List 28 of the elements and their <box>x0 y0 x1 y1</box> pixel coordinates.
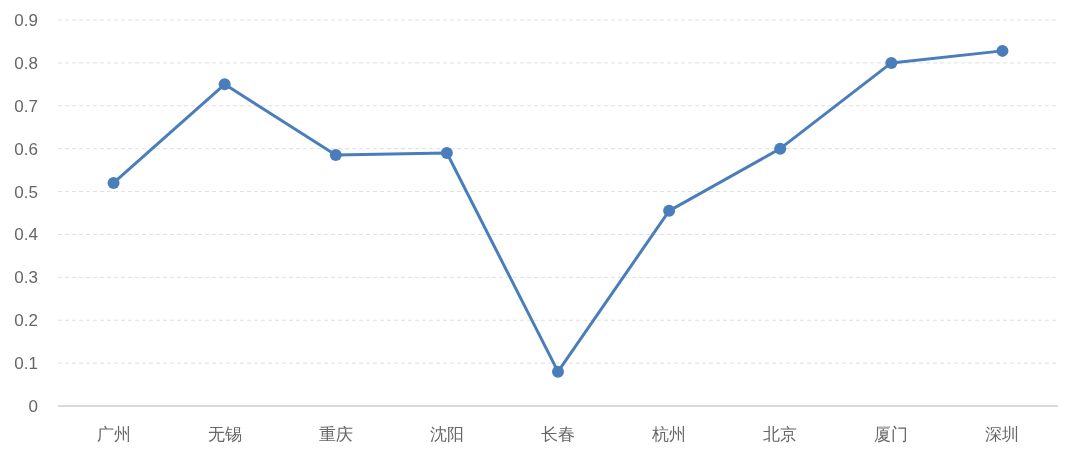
y-tick-label: 0.9 <box>14 11 38 30</box>
y-tick-label: 0.3 <box>14 268 38 288</box>
x-tick-label: 北京 <box>763 425 798 444</box>
point <box>218 78 231 91</box>
x-tick-label: 无锡 <box>207 425 242 444</box>
x-tick-label: 广州 <box>96 425 131 444</box>
x-tick-label: 厦门 <box>874 425 909 444</box>
y-tick-label: 0.7 <box>14 96 38 116</box>
point <box>663 204 676 217</box>
y-tick-label: 0.2 <box>14 311 38 331</box>
point <box>996 44 1009 57</box>
x-tick-label: 深圳 <box>985 425 1020 444</box>
point <box>552 365 564 378</box>
y-tick-label: 0 <box>28 397 38 416</box>
point <box>774 142 787 155</box>
point <box>440 146 453 159</box>
x-tick-label: 长春 <box>541 425 575 444</box>
y-tick-label: 0.5 <box>14 182 38 202</box>
point <box>107 176 120 189</box>
x-tick-label: 杭州 <box>651 425 687 444</box>
x-tick-label: 沈阳 <box>429 425 464 444</box>
y-tick-label: 0.8 <box>14 53 38 73</box>
x-tick-label: 重庆 <box>318 425 353 444</box>
y-tick-label: 0.1 <box>14 354 38 374</box>
point <box>329 149 342 162</box>
point <box>885 56 898 69</box>
y-tick-label: 0.6 <box>14 139 38 159</box>
y-tick-label: 0.4 <box>14 225 38 245</box>
